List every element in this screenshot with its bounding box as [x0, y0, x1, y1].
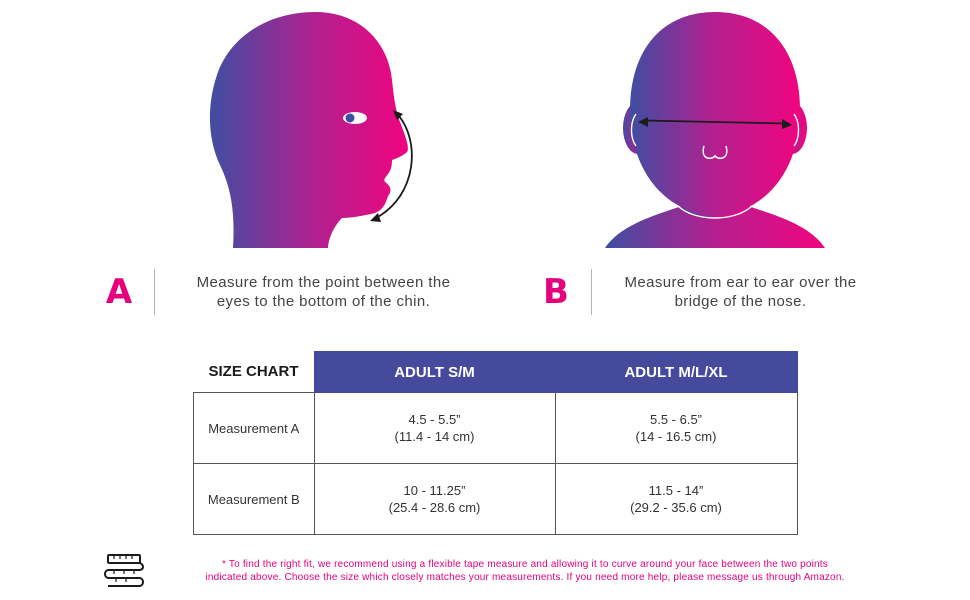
row-label-measurement-b: Measurement B — [193, 463, 315, 535]
nose-icon — [702, 145, 728, 160]
cell-inches: 4.5 - 5.5” — [408, 412, 461, 427]
instruction-a: A Measure from the point between the eye… — [100, 268, 480, 316]
head-profile-icon — [209, 12, 413, 248]
row-label-measurement-a: Measurement A — [193, 392, 315, 464]
shoulders-silhouette — [605, 205, 825, 248]
instruction-a-line1: Measure from the point between the — [196, 274, 451, 291]
measurement-b-arrow — [643, 119, 787, 125]
head-profile-silhouette — [209, 12, 408, 248]
cell-a-adult-ml-xl: 5.5 - 6.5” (14 - 16.5 cm) — [554, 392, 798, 464]
column-header-adult-ml-xl: ADULT M/L/XL — [554, 351, 798, 393]
cell-a-adult-sm: 4.5 - 5.5” (11.4 - 14 cm) — [313, 392, 556, 464]
head-front-silhouette — [630, 12, 800, 215]
instruction-b: B Measure from ear to ear over the bridg… — [537, 268, 877, 316]
footnote-line1: * To find the right fit, we recommend us… — [222, 559, 828, 570]
footnote-line2: indicated above. Choose the size which c… — [205, 572, 845, 583]
cell-inches: 11.5 - 14” — [648, 483, 704, 498]
cell-inches: 10 - 11.25” — [403, 483, 466, 498]
footnote: * To find the right fit, we recommend us… — [100, 551, 880, 591]
instruction-b-letter: B — [543, 272, 569, 312]
cell-cm: (11.4 - 14 cm) — [394, 429, 475, 444]
cell-cm: (14 - 16.5 cm) — [635, 429, 717, 444]
table-row: Measurement B 10 - 11.25” (25.4 - 28.6 c… — [193, 463, 798, 535]
size-chart-header-row: SIZE CHART ADULT S/M ADULT M/L/XL — [194, 351, 798, 393]
table-row: Measurement A 4.5 - 5.5” (11.4 - 14 cm) … — [193, 392, 798, 464]
head-front-icon — [605, 12, 825, 248]
footnote-text: * To find the right fit, we recommend us… — [170, 558, 880, 584]
size-chart-table: SIZE CHART ADULT S/M ADULT M/L/XL Measur… — [193, 351, 798, 535]
instruction-a-text: Measure from the point between the eyes … — [167, 273, 480, 311]
instruction-a-divider — [154, 269, 155, 315]
cell-b-adult-sm: 10 - 11.25” (25.4 - 28.6 cm) — [313, 463, 556, 535]
instruction-a-line2: eyes to the bottom of the chin. — [216, 293, 431, 310]
instruction-a-letter: A — [105, 272, 133, 312]
instruction-b-line2: bridge of the nose. — [674, 293, 807, 310]
cell-cm: (29.2 - 35.6 cm) — [630, 500, 722, 515]
instruction-b-text: Measure from ear to ear over the bridge … — [604, 273, 877, 311]
cell-cm: (25.4 - 28.6 cm) — [388, 500, 481, 515]
column-header-adult-sm: ADULT S/M — [313, 351, 556, 393]
tape-measure-icon — [104, 554, 144, 587]
cell-inches: 5.5 - 6.5” — [649, 412, 703, 427]
measurement-a-arrow — [375, 114, 413, 219]
size-chart-title: SIZE CHART — [208, 363, 299, 381]
instruction-b-line1: Measure from ear to ear over the — [624, 274, 857, 291]
instruction-b-divider — [591, 269, 592, 315]
cell-b-adult-ml-xl: 11.5 - 14” (29.2 - 35.6 cm) — [554, 463, 798, 535]
